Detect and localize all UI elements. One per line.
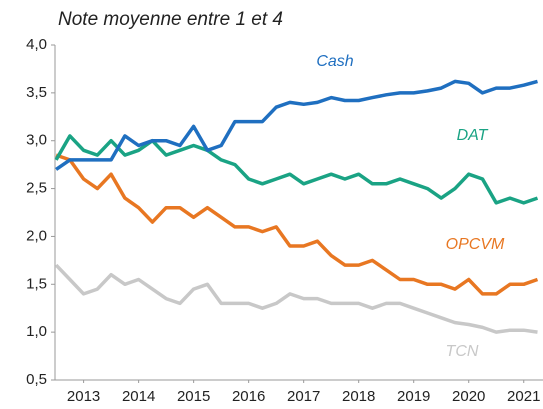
y-tick-label: 4,0 — [26, 36, 47, 53]
y-tick-label: 2,5 — [26, 180, 47, 197]
y-tick-label: 3,5 — [26, 84, 47, 101]
series-line — [54, 263, 538, 334]
chart-title: Note moyenne entre 1 et 4 — [58, 9, 283, 30]
series-line — [54, 134, 539, 205]
x-tick-label: 2019 — [397, 388, 430, 405]
y-tick-label: 0,5 — [26, 371, 47, 388]
series-line — [55, 153, 539, 296]
x-tick-label: 2013 — [67, 388, 100, 405]
y-tick-label: 1,5 — [26, 275, 47, 292]
x-tick-label: 2017 — [287, 388, 320, 405]
series-label: Cash — [316, 53, 353, 70]
x-tick-label: 2016 — [232, 388, 265, 405]
x-tick-label: 2020 — [452, 388, 485, 405]
y-tick-label: 2,0 — [26, 227, 47, 244]
series-label: TCN — [446, 343, 479, 360]
y-tick-label: 1,0 — [26, 323, 47, 340]
series-label: DAT — [457, 127, 489, 144]
x-tick-label: 2021 — [507, 388, 540, 405]
x-tick-label: 2015 — [177, 388, 210, 405]
x-tick-label: 2018 — [342, 388, 375, 405]
x-tick-label: 2014 — [122, 388, 155, 405]
y-tick-label: 3,0 — [26, 132, 47, 149]
series-label: OPCVM — [446, 236, 505, 253]
series-line — [55, 79, 538, 171]
